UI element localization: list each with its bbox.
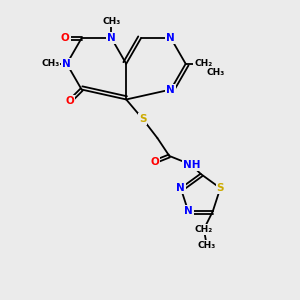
Text: O: O — [65, 96, 74, 106]
Text: O: O — [150, 157, 159, 167]
Text: N: N — [62, 59, 71, 69]
Text: CH₃: CH₃ — [41, 59, 60, 68]
Text: N: N — [167, 33, 175, 43]
Text: N: N — [184, 206, 193, 216]
Text: N: N — [176, 183, 185, 193]
Text: CH₃: CH₃ — [198, 241, 216, 250]
Text: O: O — [61, 33, 70, 43]
Text: S: S — [139, 114, 146, 124]
Text: CH₃: CH₃ — [102, 17, 121, 26]
Text: CH₃: CH₃ — [206, 68, 224, 77]
Text: NH: NH — [183, 160, 200, 170]
Text: CH₂: CH₂ — [195, 225, 213, 234]
Text: N: N — [107, 33, 116, 43]
Text: N: N — [167, 85, 175, 94]
Text: CH₂: CH₂ — [194, 59, 213, 68]
Text: S: S — [217, 183, 224, 193]
